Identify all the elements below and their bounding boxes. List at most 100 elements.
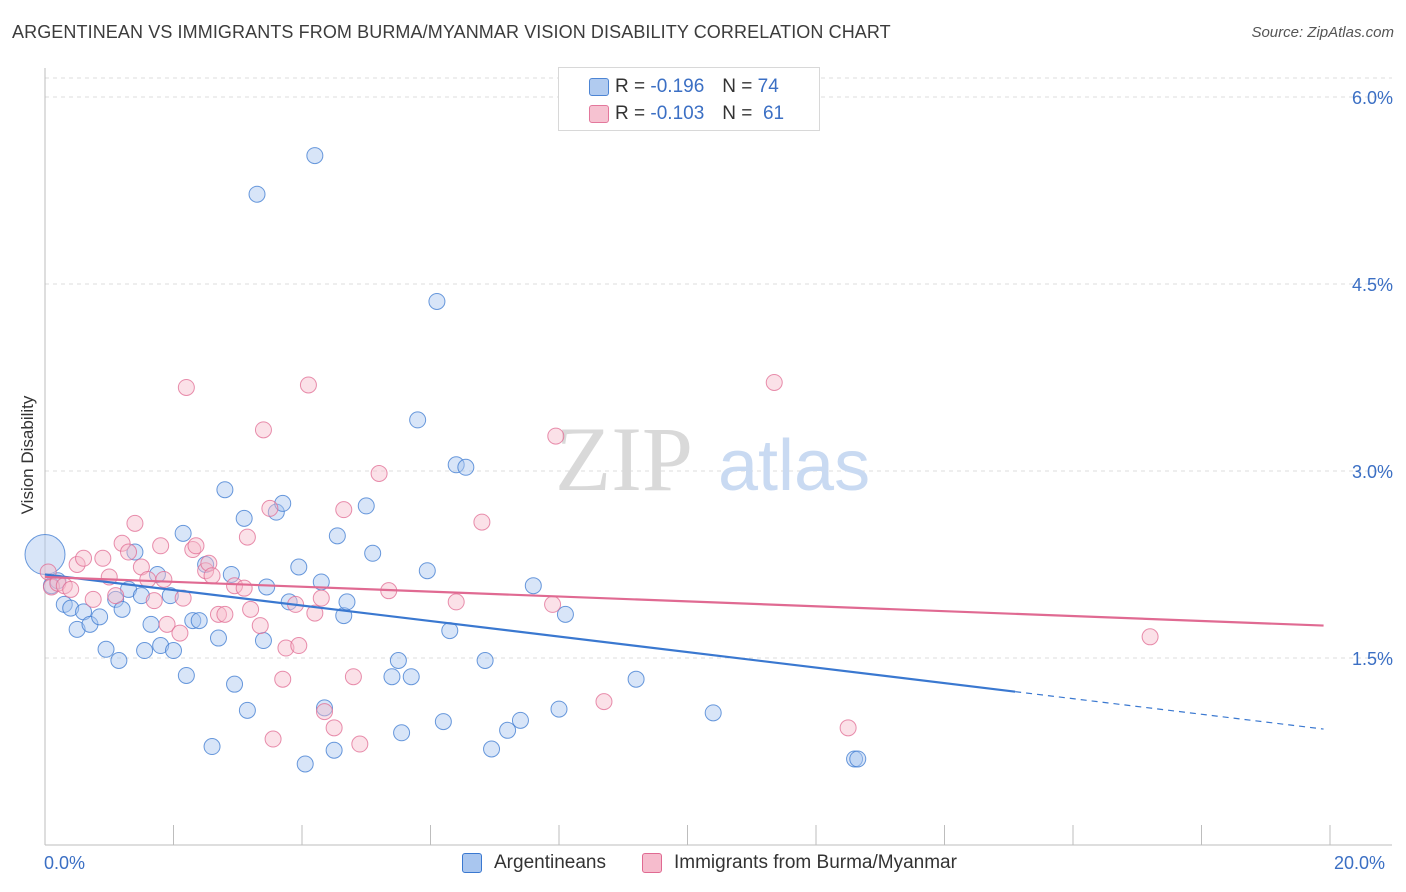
legend-n-label: N = bbox=[722, 76, 753, 97]
burma-point bbox=[473, 513, 491, 531]
argentinean-point bbox=[226, 675, 244, 693]
y-tick-label: 1.5% bbox=[1352, 649, 1393, 669]
legend-n-value: 74 bbox=[757, 76, 779, 97]
argentinean-point bbox=[849, 750, 867, 768]
burma-point bbox=[152, 537, 170, 555]
argentinean-point bbox=[136, 642, 154, 660]
argentinean-point bbox=[254, 632, 272, 650]
argentinean-point bbox=[483, 740, 501, 758]
burma-point bbox=[351, 735, 369, 753]
argentinean-point bbox=[428, 292, 446, 310]
argentinean-point bbox=[91, 608, 109, 626]
source-label: Source: ZipAtlas.com bbox=[1251, 24, 1394, 41]
argentinean-point bbox=[184, 612, 202, 630]
argentinean-point bbox=[315, 699, 333, 717]
axis-layer bbox=[44, 68, 1392, 846]
x-tick-label-max: 20.0% bbox=[1334, 853, 1386, 873]
burma-point bbox=[238, 528, 256, 546]
burma-point bbox=[312, 589, 330, 607]
burma-point bbox=[107, 587, 125, 605]
burma-point bbox=[62, 580, 80, 598]
argentinean-point bbox=[203, 738, 221, 756]
argentinean-point bbox=[258, 578, 276, 596]
argentinean-point bbox=[177, 666, 195, 684]
argentinean-point bbox=[107, 590, 125, 608]
argentinean-point bbox=[174, 524, 192, 542]
burma-point bbox=[94, 549, 112, 567]
bottom-legend-swatch-pink bbox=[642, 853, 662, 873]
argentinean-point bbox=[627, 670, 645, 688]
argentinean-point bbox=[132, 587, 150, 605]
burma-point bbox=[1141, 628, 1159, 646]
burma-point bbox=[120, 543, 138, 561]
argentinean-point bbox=[338, 593, 356, 611]
argentinean-point bbox=[126, 543, 144, 561]
legend-r-value: -0.103 bbox=[650, 103, 705, 124]
bottom-legend-burma[interactable]: Immigrants from Burma/Myanmar bbox=[642, 852, 957, 874]
argentinean-point bbox=[457, 458, 475, 476]
burma-point bbox=[235, 579, 253, 597]
burma-point bbox=[264, 730, 282, 748]
argentinean-point bbox=[165, 642, 182, 660]
burma-point bbox=[139, 570, 157, 588]
burma-point bbox=[765, 373, 783, 391]
argentinean-point bbox=[222, 565, 240, 583]
burma-point bbox=[171, 624, 189, 642]
burma-point bbox=[547, 427, 565, 445]
argentinean-point bbox=[216, 481, 234, 499]
argentinean-point bbox=[418, 562, 436, 580]
burma-point bbox=[226, 577, 244, 595]
burma-point bbox=[261, 499, 279, 517]
argentinean-point bbox=[357, 497, 375, 515]
argentinean-point bbox=[190, 612, 208, 630]
burma-point bbox=[177, 378, 195, 396]
burma-point bbox=[274, 670, 292, 688]
argentinean-point bbox=[209, 629, 227, 647]
legend-row-argentineans: R = -0.196 N = 74 bbox=[589, 75, 779, 99]
argentinean-point bbox=[97, 640, 115, 658]
watermark: ZIP atlas bbox=[555, 408, 870, 510]
burma-point bbox=[68, 556, 86, 573]
argentinean-point bbox=[238, 701, 256, 719]
burma-point bbox=[325, 719, 343, 737]
points-layer bbox=[24, 147, 1159, 773]
y-tick-label: 4.5% bbox=[1352, 275, 1393, 295]
argentinean-point bbox=[556, 605, 574, 623]
burma-point bbox=[209, 605, 227, 623]
legend-row-burma: R = -0.103 N = 61 bbox=[589, 102, 784, 126]
argentinean-point bbox=[113, 600, 131, 618]
burma-point bbox=[75, 549, 93, 567]
argentinean-trend-line bbox=[44, 573, 1016, 693]
chart-title: ARGENTINEAN VS IMMIGRANTS FROM BURMA/MYA… bbox=[12, 22, 891, 42]
burma-point bbox=[306, 604, 324, 622]
argentinean-trend-extension bbox=[1015, 691, 1324, 730]
burma-point bbox=[187, 537, 205, 555]
burma-point bbox=[203, 567, 221, 585]
argentinean-point bbox=[447, 456, 465, 474]
bottom-legend-argentineans[interactable]: Argentineans bbox=[462, 852, 606, 874]
burma-point bbox=[126, 514, 144, 532]
y-tick-label: 6.0% bbox=[1352, 88, 1393, 108]
argentinean-point bbox=[161, 587, 179, 605]
burma-point bbox=[290, 637, 308, 655]
argentinean-point bbox=[142, 615, 160, 633]
argentinean-point bbox=[235, 509, 253, 527]
argentinean-point bbox=[409, 411, 427, 429]
argentinean-point bbox=[550, 700, 568, 718]
burma-point bbox=[155, 570, 173, 588]
burma-point bbox=[370, 464, 388, 482]
burma-point bbox=[299, 376, 317, 394]
bottom-legend-label: Immigrants from Burma/Myanmar bbox=[674, 852, 957, 873]
legend-r-label: R = bbox=[615, 103, 646, 124]
argentinean-point bbox=[325, 741, 343, 759]
argentinean-point bbox=[524, 577, 542, 595]
argentinean-point bbox=[248, 185, 266, 203]
grid-layer bbox=[45, 77, 1392, 659]
burma-point bbox=[242, 600, 260, 618]
argentinean-point bbox=[110, 651, 128, 669]
argentinean-point bbox=[306, 147, 324, 165]
burma-point bbox=[200, 554, 218, 572]
trend-layer bbox=[44, 573, 1324, 730]
burma-point bbox=[254, 421, 272, 439]
